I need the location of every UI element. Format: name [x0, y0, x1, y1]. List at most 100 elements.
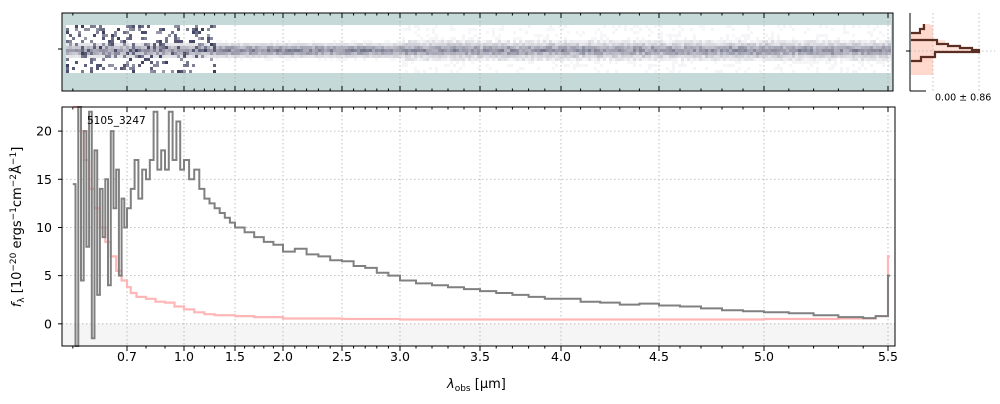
- 2d-pixel: [564, 43, 567, 46]
- 2d-pixel: [807, 43, 810, 46]
- 2d-pixel: [273, 49, 276, 52]
- 2d-pixel: [489, 40, 492, 43]
- 2d-pixel: [792, 46, 795, 49]
- 2d-pixel: [210, 58, 213, 61]
- 2d-pixel: [582, 43, 585, 46]
- 2d-pixel: [399, 58, 402, 61]
- 2d-pixel: [90, 58, 93, 61]
- 2d-pixel: [747, 34, 750, 37]
- 2d-pixel: [495, 43, 498, 46]
- 2d-pixel: [345, 49, 348, 52]
- 2d-pixel-column: [648, 25, 651, 73]
- 2d-pixel: [225, 46, 228, 49]
- 2d-pixel: [258, 43, 261, 46]
- 2d-pixel: [717, 43, 720, 46]
- 2d-pixel: [786, 55, 789, 58]
- 2d-pixel: [729, 55, 732, 58]
- 2d-pixel: [141, 55, 144, 58]
- 2d-pixel: [489, 55, 492, 58]
- 2d-pixel: [873, 55, 876, 58]
- 2d-pixel: [447, 43, 450, 46]
- 2d-pixel: [855, 55, 858, 58]
- 2d-pixel: [723, 64, 726, 67]
- 2d-pixel: [753, 55, 756, 58]
- 2d-pixel: [732, 64, 735, 67]
- 2d-pixel: [822, 34, 825, 37]
- 2d-pixel: [651, 43, 654, 46]
- 2d-pixel: [555, 58, 558, 61]
- 2d-pixel: [726, 46, 729, 49]
- 2d-pixel: [714, 40, 717, 43]
- 2d-pixel: [492, 34, 495, 37]
- 2d-pixel: [540, 43, 543, 46]
- 2d-pixel: [762, 46, 765, 49]
- 2d-pixel: [528, 52, 531, 55]
- 2d-pixel: [678, 43, 681, 46]
- 2d-pixel: [207, 34, 210, 37]
- 2d-pixel: [426, 43, 429, 46]
- 2d-pixel: [759, 49, 762, 52]
- 2d-pixel: [567, 58, 570, 61]
- x-tick-label: 3.5: [470, 349, 490, 364]
- 2d-pixel-column: [525, 25, 528, 73]
- 2d-pixel: [468, 37, 471, 40]
- 2d-pixel: [885, 58, 888, 61]
- 2d-pixel: [702, 52, 705, 55]
- 2d-pixel-column: [324, 25, 327, 73]
- 2d-pixel: [429, 67, 432, 70]
- 2d-pixel: [702, 43, 705, 46]
- 2d-pixel: [477, 37, 480, 40]
- 2d-pixel: [354, 46, 357, 49]
- 2d-pixel: [390, 55, 393, 58]
- 2d-pixel: [867, 49, 870, 52]
- 2d-pixel: [777, 43, 780, 46]
- 2d-pixel-column: [687, 25, 690, 73]
- 2d-pixel: [513, 43, 516, 46]
- 2d-pixel: [762, 49, 765, 52]
- 2d-pixel: [792, 43, 795, 46]
- 2d-pixel: [786, 40, 789, 43]
- 2d-pixel: [633, 61, 636, 64]
- 2d-pixel: [573, 43, 576, 46]
- 2d-pixel: [450, 25, 453, 28]
- 2d-pixel: [720, 49, 723, 52]
- 2d-pixel: [354, 55, 357, 58]
- error-spectrum-line: [72, 105, 890, 321]
- 2d-pixel: [831, 43, 834, 46]
- 2d-pixel: [546, 52, 549, 55]
- 2d-pixel: [636, 58, 639, 61]
- 2d-pixel: [111, 49, 114, 52]
- 2d-pixel: [342, 55, 345, 58]
- 2d-pixel: [564, 52, 567, 55]
- 2d-pixel: [795, 46, 798, 49]
- 2d-pixel: [189, 70, 192, 73]
- 2d-pixel: [339, 43, 342, 46]
- 2d-pixel: [564, 55, 567, 58]
- 2d-pixel-column: [312, 25, 315, 73]
- 2d-pixel: [645, 55, 648, 58]
- 2d-pixel: [804, 55, 807, 58]
- 2d-pixel: [414, 70, 417, 73]
- 2d-pixel: [870, 49, 873, 52]
- 2d-pixel: [513, 58, 516, 61]
- 2d-pixel: [546, 49, 549, 52]
- 2d-pixel: [228, 58, 231, 61]
- 2d-pixel: [876, 37, 879, 40]
- 2d-pixel: [600, 31, 603, 34]
- 2d-pixel: [237, 55, 240, 58]
- 2d-pixel: [855, 52, 858, 55]
- 2d-pixel: [486, 64, 489, 67]
- 2d-pixel: [888, 43, 891, 46]
- 2d-pixel: [816, 43, 819, 46]
- 2d-pixel: [777, 49, 780, 52]
- 2d-pixel: [516, 43, 519, 46]
- 2d-pixel: [690, 61, 693, 64]
- 2d-pixel: [285, 49, 288, 52]
- 2d-pixel: [468, 40, 471, 43]
- 2d-pixel: [474, 43, 477, 46]
- 2d-pixel: [546, 55, 549, 58]
- 2d-pixel: [180, 70, 183, 73]
- 2d-pixel: [687, 55, 690, 58]
- 2d-pixel: [195, 46, 198, 49]
- 2d-pixel: [441, 40, 444, 43]
